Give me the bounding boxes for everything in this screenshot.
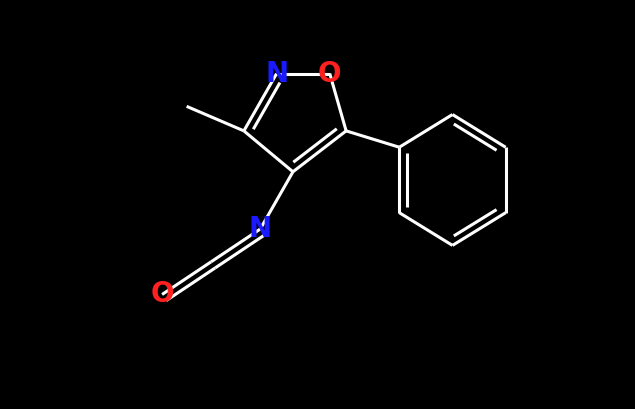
Text: N: N bbox=[265, 60, 288, 88]
Text: O: O bbox=[318, 60, 342, 88]
Text: N: N bbox=[249, 215, 272, 243]
Text: O: O bbox=[150, 281, 174, 308]
